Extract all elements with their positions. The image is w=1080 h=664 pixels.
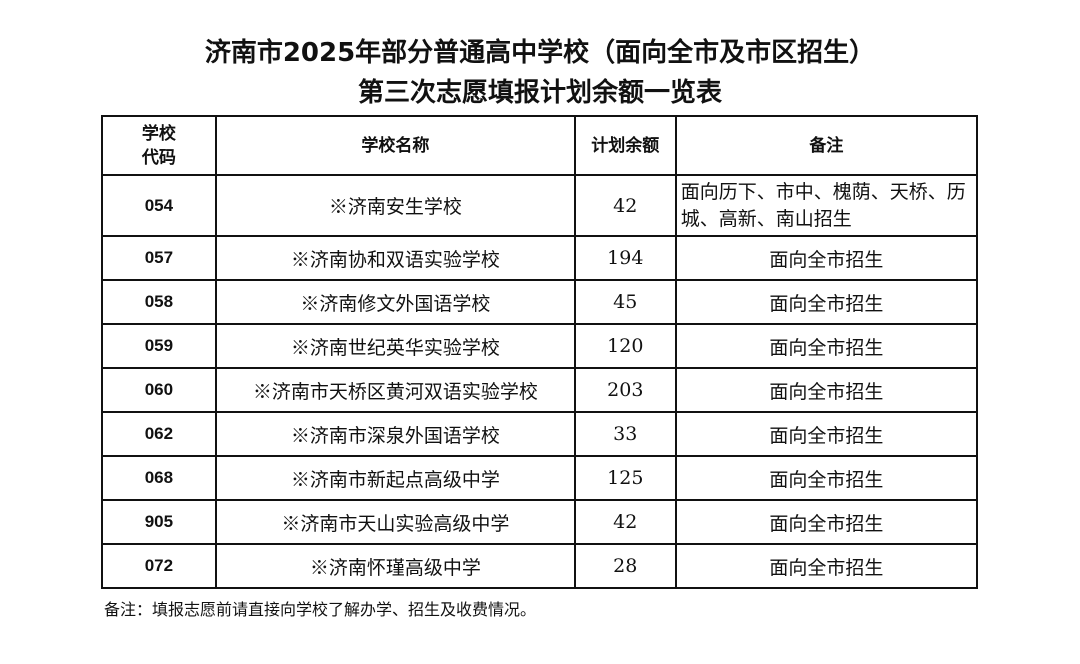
cell-note: 面向全市招生 <box>674 455 979 501</box>
cell-remaining: 28 <box>573 543 677 589</box>
cell-name: ※济南市新起点高级中学 <box>214 455 576 501</box>
table-row: 060 ※济南市天桥区黄河双语实验学校 203 面向全市招生 <box>101 367 979 413</box>
cell-note: 面向全市招生 <box>674 367 979 413</box>
cell-note: 面向全市招生 <box>674 279 979 325</box>
table-row: 068 ※济南市新起点高级中学 125 面向全市招生 <box>101 455 979 501</box>
cell-remaining: 194 <box>573 235 677 281</box>
table-row: 905 ※济南市天山实验高级中学 42 面向全市招生 <box>101 499 979 545</box>
cell-name: ※济南协和双语实验学校 <box>214 235 576 281</box>
cell-remaining: 42 <box>573 499 677 545</box>
cell-remaining: 125 <box>573 455 677 501</box>
cell-code: 057 <box>101 235 217 281</box>
table-row: 058 ※济南修文外国语学校 45 面向全市招生 <box>101 279 979 325</box>
cell-note: 面向全市招生 <box>674 543 979 589</box>
cell-remaining: 42 <box>573 174 677 237</box>
table-row: 054 ※济南安生学校 42 面向历下、市中、槐荫、天桥、历城、高新、南山招生 <box>101 174 979 237</box>
cell-name: ※济南世纪英华实验学校 <box>214 323 576 369</box>
cell-remaining: 203 <box>573 367 677 413</box>
table-row: 057 ※济南协和双语实验学校 194 面向全市招生 <box>101 235 979 281</box>
table-header-row: 学校代码 学校名称 计划余额 备注 <box>101 115 979 176</box>
cell-note: 面向全市招生 <box>674 323 979 369</box>
cell-code: 060 <box>101 367 217 413</box>
table-row: 059 ※济南世纪英华实验学校 120 面向全市招生 <box>101 323 979 369</box>
cell-remaining: 33 <box>573 411 677 457</box>
title-line-1: 济南市2025年部分普通高中学校（面向全市及市区招生） <box>204 38 876 68</box>
cell-code: 068 <box>101 455 217 501</box>
cell-name: ※济南市天桥区黄河双语实验学校 <box>214 367 576 413</box>
cell-note: 面向全市招生 <box>674 235 979 281</box>
header-name: 学校名称 <box>214 115 576 176</box>
cell-code: 054 <box>101 174 217 237</box>
cell-name: ※济南市天山实验高级中学 <box>214 499 576 545</box>
cell-name: ※济南市深泉外国语学校 <box>214 411 576 457</box>
cell-name: ※济南怀瑾高级中学 <box>214 543 576 589</box>
cell-code: 058 <box>101 279 217 325</box>
quota-table: 学校代码 学校名称 计划余额 备注 054 ※济南安生学校 42 面向历下、市中、槐荫… <box>101 115 979 589</box>
cell-remaining: 120 <box>573 323 677 369</box>
title-line-2: 第三次志愿填报计划余额一览表 <box>357 78 722 108</box>
cell-note: 面向全市招生 <box>674 411 979 457</box>
header-remaining: 计划余额 <box>573 115 677 176</box>
cell-remaining: 45 <box>573 279 677 325</box>
footnote: 备注：填报志愿前请直接向学校了解办学、招生及收费情况。 <box>104 600 537 619</box>
cell-code: 905 <box>101 499 217 545</box>
cell-code: 072 <box>101 543 217 589</box>
cell-code: 059 <box>101 323 217 369</box>
cell-name: ※济南修文外国语学校 <box>214 279 576 325</box>
cell-note: 面向全市招生 <box>674 499 979 545</box>
header-note: 备注 <box>674 115 979 176</box>
cell-note: 面向历下、市中、槐荫、天桥、历城、高新、南山招生 <box>674 174 979 237</box>
table-row: 062 ※济南市深泉外国语学校 33 面向全市招生 <box>101 411 979 457</box>
table-row: 072 ※济南怀瑾高级中学 28 面向全市招生 <box>101 543 979 589</box>
header-code: 学校代码 <box>101 115 217 176</box>
cell-code: 062 <box>101 411 217 457</box>
cell-name: ※济南安生学校 <box>214 174 576 237</box>
